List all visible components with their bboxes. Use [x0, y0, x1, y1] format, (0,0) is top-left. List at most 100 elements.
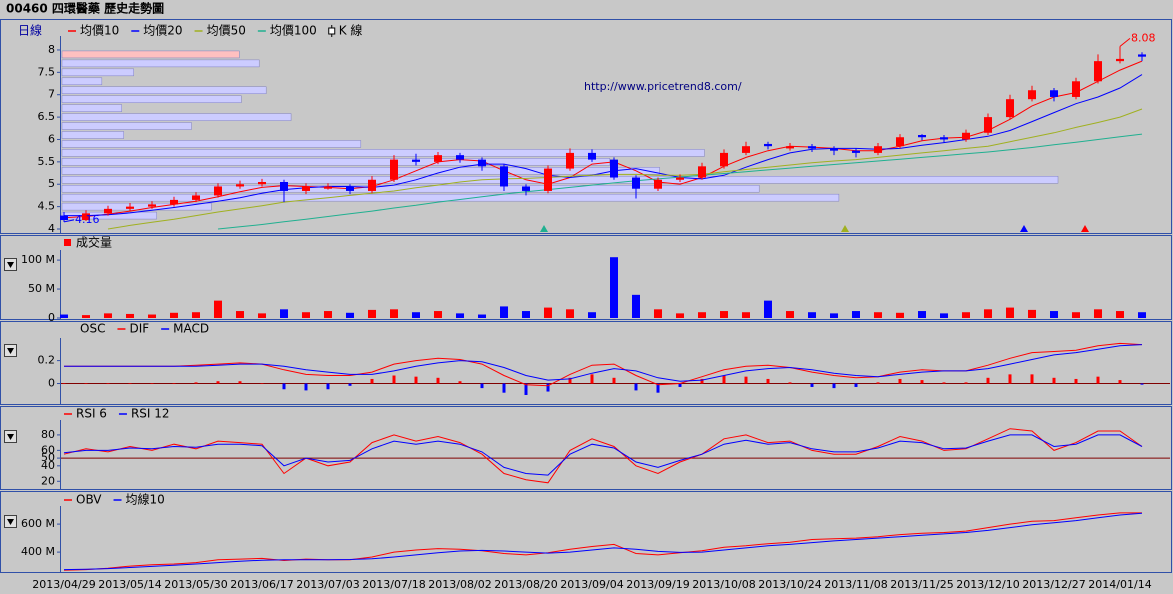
osc-bar: [700, 378, 704, 384]
obv-frame: [0, 491, 1172, 573]
legend-label: RSI 6: [76, 407, 107, 421]
y-tick-label: 0: [48, 377, 55, 390]
osc-bar: [238, 381, 242, 384]
osc-bar: [1052, 377, 1056, 384]
legend-label: 成交量: [76, 235, 112, 250]
signal-marker: [540, 225, 548, 232]
osc-bar: [458, 381, 462, 384]
x-tick-label: 2013/10/24: [758, 578, 821, 591]
volume-bar: [852, 311, 860, 318]
osc-bar: [634, 383, 638, 391]
legend-label: OBV: [76, 493, 102, 507]
osc-bar: [1030, 374, 1034, 384]
volume-bar: [830, 313, 838, 318]
volume-bar: [500, 306, 508, 318]
candle-body: [60, 215, 68, 221]
candle-body: [434, 155, 442, 162]
watermark: http://www.pricetrend8.com/: [584, 80, 742, 93]
osc-bar: [766, 378, 770, 384]
collapse-button[interactable]: [4, 430, 17, 443]
y-tick-label: 5: [48, 177, 55, 190]
osc-bar: [436, 377, 440, 384]
volume-bar: [808, 312, 816, 318]
series-line: [63, 512, 1142, 571]
osc-bar: [568, 377, 572, 384]
x-tick-label: 2013/10/08: [692, 578, 755, 591]
candle-body: [500, 166, 508, 187]
volume-bar: [940, 313, 948, 318]
volume-bar: [412, 312, 420, 318]
volume-bar: [1116, 311, 1124, 318]
candle-body: [170, 199, 178, 205]
series-line: [64, 344, 1143, 382]
candle-body: [148, 204, 156, 207]
volume-bar: [1028, 309, 1036, 318]
volume-bar: [478, 314, 486, 318]
y-tick-label: 6.5: [38, 110, 56, 123]
osc-bar: [722, 375, 726, 384]
candle-body: [104, 208, 112, 214]
y-tick-label: 50 M: [28, 282, 55, 295]
osc-bar: [1074, 378, 1078, 384]
candle-body: [478, 159, 486, 167]
volume-bar: [874, 312, 882, 318]
signal-markers: [540, 225, 1089, 232]
y-tick-label: 600 M: [21, 517, 55, 530]
collapse-button[interactable]: [4, 344, 17, 357]
collapse-button[interactable]: [4, 258, 17, 271]
volume-bar: [1138, 312, 1146, 318]
volume-bar: [676, 313, 684, 318]
collapse-button[interactable]: [4, 515, 17, 528]
x-tick-label: 2013/06/17: [230, 578, 293, 591]
candle-body: [786, 146, 794, 149]
volume-bar: [742, 312, 750, 318]
osc-bar: [546, 383, 550, 392]
osc-bar: [832, 383, 836, 389]
volume-bar: [456, 313, 464, 318]
candle-body: [1050, 90, 1058, 97]
x-tick-label: 2013/07/18: [362, 578, 425, 591]
high-annotation: 8.08: [1131, 31, 1156, 44]
osc-bar: [172, 383, 176, 385]
legend-label: 均價20: [143, 24, 182, 38]
volume-bar: [1006, 307, 1014, 318]
volume-profile-bar: [61, 104, 123, 112]
osc-bar: [1096, 376, 1100, 384]
osc-bar: [854, 383, 858, 387]
chart-title: 00460 四環醫藥 歷史走勢圖: [6, 1, 164, 16]
osc-bar: [656, 383, 660, 393]
y-tick-label: 20: [41, 474, 55, 487]
osc-bar: [480, 383, 484, 389]
volume-bar: [280, 309, 288, 318]
volume-bar: [720, 311, 728, 318]
candle-body: [742, 146, 750, 153]
volume-frame: [0, 235, 1172, 320]
macd-frame: [0, 321, 1172, 405]
legend-label: 均價50: [207, 24, 246, 38]
legend-label: 均價10: [80, 24, 119, 38]
osc-bar: [744, 376, 748, 384]
osc-bar: [128, 383, 132, 385]
candle-body: [1138, 54, 1146, 57]
candle-body: [852, 150, 860, 153]
osc-bar: [898, 378, 902, 384]
volume-bar: [764, 300, 772, 318]
osc-bar: [524, 383, 528, 395]
candle-body: [874, 146, 882, 153]
osc-bar: [612, 377, 616, 384]
y-tick-label: 5.5: [38, 155, 56, 168]
legend-label: OSC: [80, 322, 105, 336]
osc-bar: [1008, 374, 1012, 384]
panel-frames: [0, 19, 1172, 573]
y-tick-label: 4.5: [38, 200, 56, 213]
volume-bar: [522, 311, 530, 318]
candle-body: [456, 155, 464, 160]
candle-body: [698, 166, 706, 178]
candle-body: [1116, 58, 1124, 62]
volume-profile-bar: [61, 122, 192, 130]
candle-body: [808, 146, 816, 149]
volume-bar: [1094, 309, 1102, 318]
osc-bar: [1140, 383, 1144, 385]
candle-body: [764, 143, 772, 147]
